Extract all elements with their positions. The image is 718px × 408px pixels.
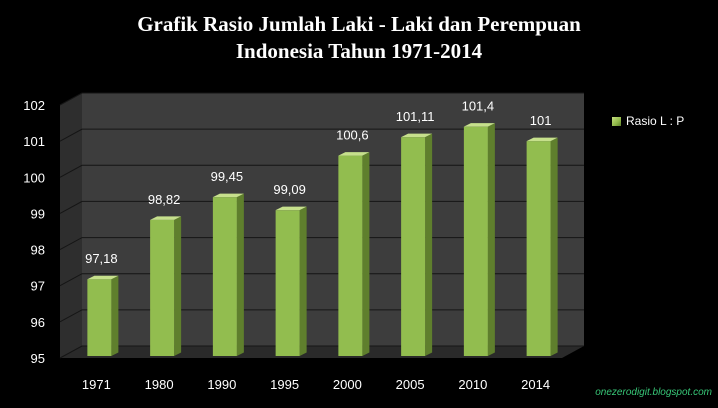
bar (338, 152, 370, 356)
data-label: 98,82 (148, 192, 181, 207)
bar-side (487, 123, 495, 356)
chart-title-line1: Grafik Rasio Jumlah Laki - Laki dan Pere… (137, 12, 581, 36)
bar-top (212, 193, 244, 198)
bar-side (111, 275, 119, 356)
bar-front (338, 155, 363, 356)
bar-side (362, 152, 370, 356)
bar-top (87, 275, 119, 280)
x-tick-label: 2010 (458, 377, 487, 392)
back-wall (82, 93, 584, 346)
bar-front (275, 210, 300, 356)
bar-top (150, 216, 182, 220)
x-tick-label: 1980 (145, 377, 174, 392)
bar (212, 193, 244, 356)
bar-top (401, 133, 433, 138)
y-axis-tick-labels: 95 96 97 98 99 100 101 102 (23, 98, 45, 366)
y-tick-label: 96 (31, 315, 45, 330)
bar-front (526, 141, 551, 356)
side-wall (60, 93, 82, 358)
bar-top (526, 137, 558, 142)
bar-side (174, 216, 182, 356)
chart-title-line2: Indonesia Tahun 1971-2014 (235, 39, 483, 63)
y-tick-label: 95 (31, 351, 45, 366)
data-label: 101 (530, 113, 552, 128)
legend-swatch (612, 116, 621, 126)
x-axis-tick-labels: 1971 1980 1990 1995 2000 2005 2010 2014 (82, 377, 550, 392)
legend: Rasio L : P (612, 114, 684, 128)
y-tick-label: 100 (23, 170, 45, 185)
x-tick-label: 1971 (82, 377, 111, 392)
x-tick-label: 2000 (333, 377, 362, 392)
data-label: 97,18 (85, 251, 118, 266)
bar-top (275, 206, 307, 211)
bar-front (212, 197, 237, 356)
bar (463, 123, 495, 356)
bars (87, 123, 558, 356)
bar (401, 133, 433, 356)
bar-front (401, 137, 426, 356)
bar (275, 206, 307, 356)
bar (526, 137, 558, 356)
y-tick-label: 102 (23, 98, 45, 113)
bar-front (463, 126, 488, 356)
gridline (59, 92, 584, 106)
y-tick-label: 97 (31, 279, 45, 294)
bar-side (550, 137, 558, 356)
y-tick-label: 98 (31, 243, 45, 258)
data-label: 101,4 (462, 99, 495, 114)
y-tick-label: 99 (31, 206, 45, 221)
bar-side (236, 193, 244, 356)
gridline (59, 128, 584, 142)
bar-front (150, 219, 175, 356)
bar-front (87, 279, 112, 356)
data-label: 99,09 (273, 182, 306, 197)
data-label: 101,11 (396, 109, 435, 124)
data-label: 99,45 (211, 169, 244, 184)
legend-label: Rasio L : P (626, 114, 685, 128)
x-tick-label: 2005 (396, 377, 425, 392)
data-labels: 97,18 98,82 99,45 99,09 100,6 101,11 101,4 101 (85, 99, 551, 267)
x-tick-label: 2014 (521, 377, 550, 392)
bar-top (463, 123, 495, 127)
bar-side (299, 206, 307, 356)
bar-top (338, 152, 370, 156)
x-tick-label: 1995 (270, 377, 299, 392)
chart-walls (60, 93, 584, 358)
bar (150, 216, 182, 356)
watermark: onezerodigit.blogspot.com (595, 387, 712, 398)
data-label: 100,6 (336, 128, 369, 143)
bar-side (425, 133, 433, 356)
floor (60, 346, 584, 358)
bar (87, 275, 119, 356)
y-tick-label: 101 (23, 134, 45, 149)
x-tick-label: 1990 (207, 377, 236, 392)
